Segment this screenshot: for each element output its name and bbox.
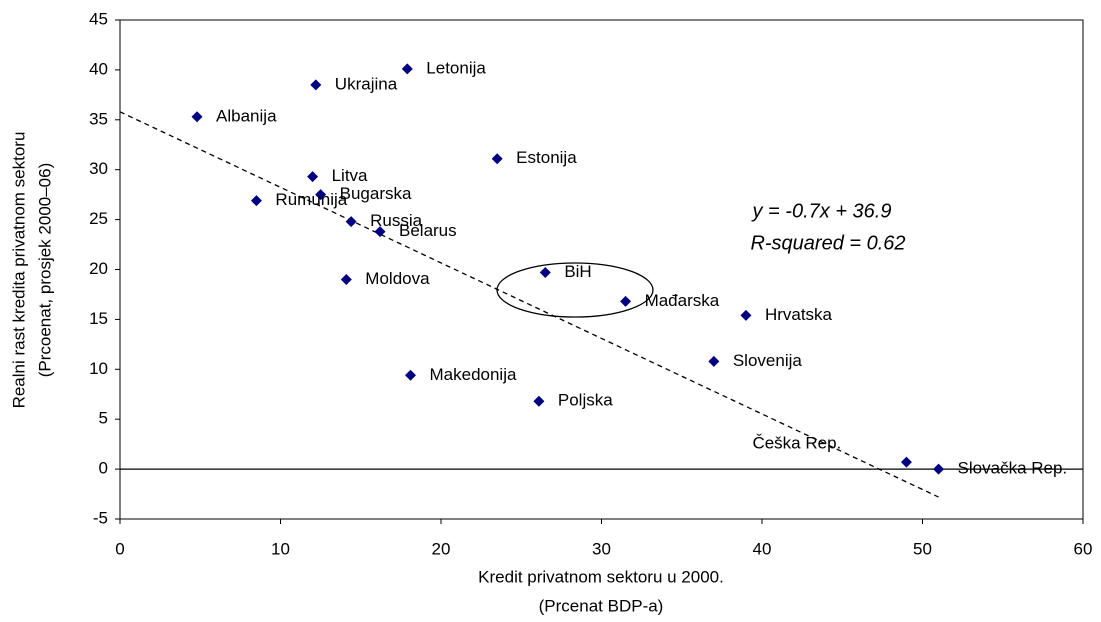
point-label: Moldova	[365, 269, 430, 288]
point-label: Ukrajina	[335, 74, 398, 93]
point-label: BiH	[564, 262, 591, 281]
point-label: Bugarska	[340, 184, 412, 203]
y-tick-label: 25	[89, 209, 108, 228]
point-label: Albanija	[216, 106, 277, 125]
y-axis-label: (Prcoenat, prosjek 2000–06)	[35, 163, 54, 378]
x-tick-label: 20	[432, 539, 451, 558]
y-tick-label: 40	[89, 59, 108, 78]
x-tick-label: 60	[1074, 539, 1093, 558]
point	[405, 369, 417, 381]
y-tick-label: -5	[93, 508, 108, 527]
point	[191, 111, 203, 123]
x-axis-label: Kredit privatnom sektoru u 2000.	[478, 567, 724, 586]
point	[533, 395, 545, 407]
point-label: Makedonija	[430, 365, 517, 384]
point-label: Hrvatska	[765, 305, 833, 324]
x-tick-label: 0	[115, 539, 124, 558]
point	[740, 309, 752, 321]
y-tick-label: 20	[89, 259, 108, 278]
y-tick-label: 35	[89, 109, 108, 128]
point	[491, 153, 503, 165]
y-tick-label: 5	[99, 409, 108, 428]
plot-frame	[119, 19, 1084, 520]
equation: y = -0.7x + 36.9	[751, 200, 892, 222]
trendline	[119, 111, 939, 498]
point	[345, 216, 357, 228]
point-label: Letonija	[426, 58, 486, 77]
point	[340, 273, 352, 285]
point-label: Russia	[370, 211, 423, 230]
point-label: Poljska	[558, 391, 613, 410]
point	[933, 463, 945, 475]
point-label: Rumunija	[275, 190, 347, 209]
x-tick-label: 30	[592, 539, 611, 558]
point-label: Slovenija	[733, 351, 803, 370]
point-label: Estonija	[516, 148, 577, 167]
x-axis-label: (Prcenat BDP-a)	[539, 596, 664, 615]
point-label: Litva	[332, 166, 368, 185]
y-tick-label: 0	[99, 459, 108, 478]
point	[900, 456, 912, 468]
point-label: Češka Rep.	[752, 434, 841, 453]
y-tick-label: 15	[89, 309, 108, 328]
point	[250, 195, 262, 207]
highlight-ellipse	[496, 262, 654, 318]
x-tick-label: 50	[913, 539, 932, 558]
x-tick-label: 40	[753, 539, 772, 558]
point	[315, 189, 327, 201]
point-label: Belarus	[399, 221, 457, 240]
r-squared: R-squared = 0.62	[750, 232, 905, 254]
y-tick-label: 10	[89, 359, 108, 378]
point-label: Mađarska	[645, 291, 720, 310]
point	[374, 226, 386, 238]
point	[401, 63, 413, 75]
point	[620, 295, 632, 307]
point	[539, 266, 551, 278]
point-label: Slovačka Rep.	[958, 459, 1068, 478]
point	[310, 79, 322, 91]
x-tick-label: 10	[271, 539, 290, 558]
y-tick-label: 30	[89, 159, 108, 178]
y-axis-label: Realni rast kredita privatnom sektoru	[9, 132, 28, 409]
point	[307, 171, 319, 183]
y-tick-label: 45	[89, 9, 108, 28]
point	[708, 355, 720, 367]
